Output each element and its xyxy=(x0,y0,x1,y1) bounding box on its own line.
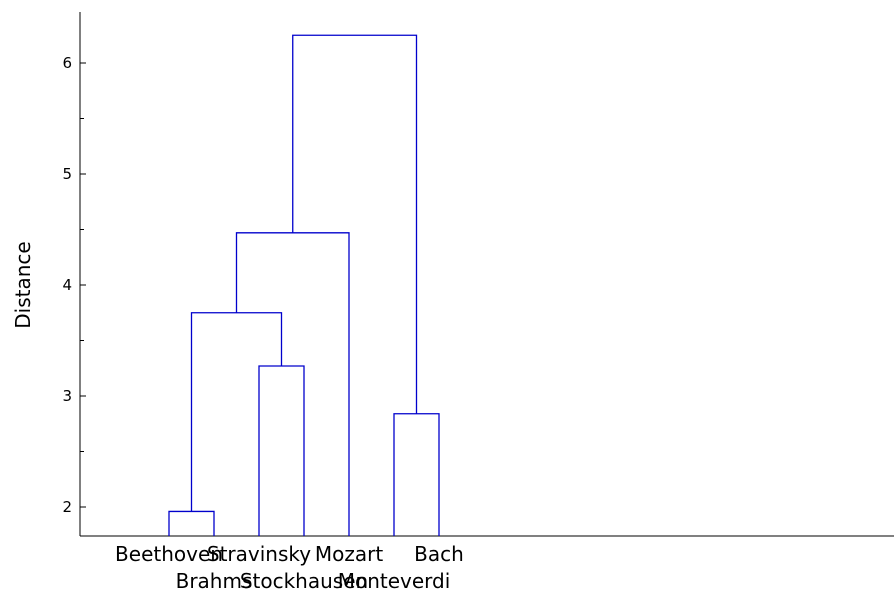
y-tick-label: 6 xyxy=(62,54,72,72)
leaf-label: Bach xyxy=(414,542,464,566)
leaf-label: Mozart xyxy=(315,542,383,566)
leaf-label: Brahms xyxy=(176,569,253,592)
y-ticks: 2 3 4 5 6 xyxy=(62,54,86,516)
dendrogram-link-5 xyxy=(393,413,440,536)
y-axis-title: Distance xyxy=(11,241,35,328)
leaf-label: Beethoven xyxy=(115,542,223,566)
y-tick-label: 5 xyxy=(62,165,72,183)
leaf-label: Stravinsky xyxy=(207,542,311,566)
dendrogram-link-2 xyxy=(258,365,305,536)
dendrogram-link-6 xyxy=(292,34,418,414)
dendrogram-links xyxy=(168,34,440,536)
leaf-label: Monteverdi xyxy=(338,569,451,592)
y-tick-label: 3 xyxy=(62,387,72,405)
dendrogram-link-1 xyxy=(168,510,215,536)
axes xyxy=(79,12,894,537)
leaf-label: Stockhausen xyxy=(240,569,368,592)
dendrogram-link-4 xyxy=(235,232,350,536)
y-tick-label: 2 xyxy=(62,498,72,516)
leaf-labels: Beethoven Brahms Stravinsky Stockhausen Moza… xyxy=(115,542,464,592)
y-tick-label: 4 xyxy=(62,276,72,294)
dendrogram-link-3 xyxy=(190,312,283,512)
